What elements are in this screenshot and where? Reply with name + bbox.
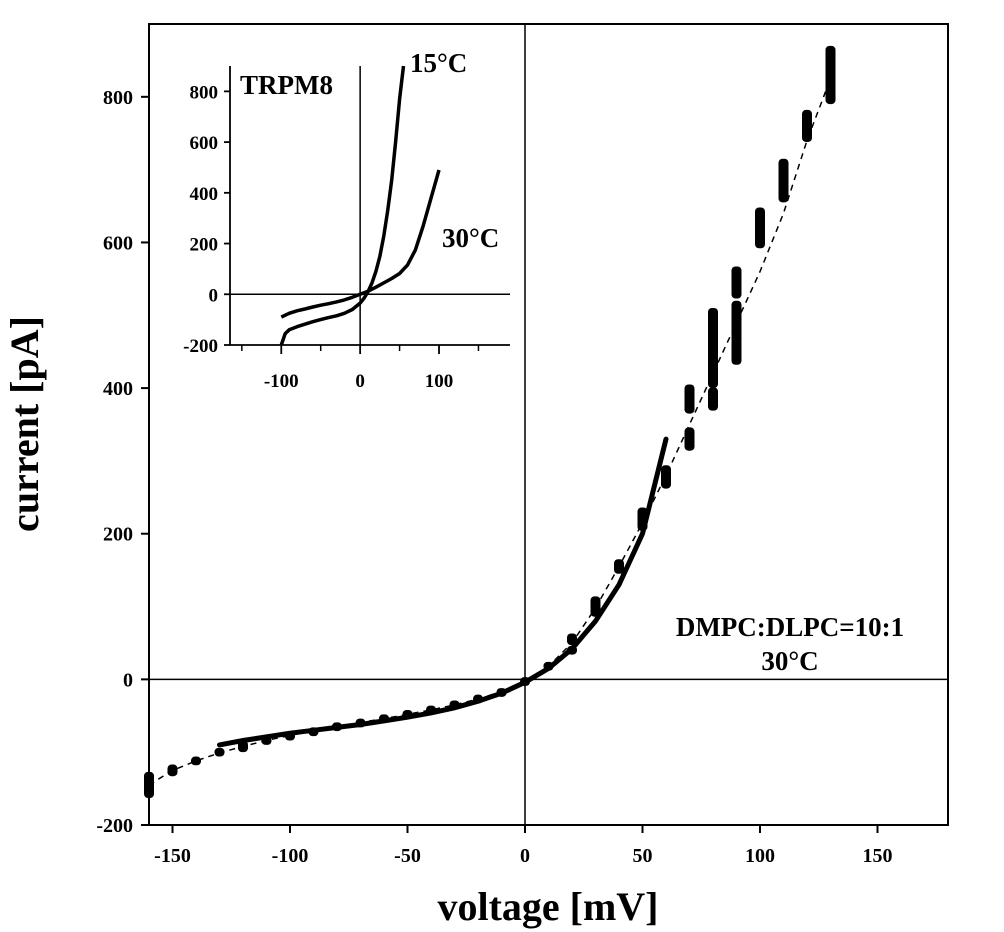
y-tick-label: 0: [123, 669, 133, 691]
data-point: [708, 307, 718, 389]
series-line-model: [217, 436, 669, 748]
data-point: [755, 207, 765, 249]
annotation-composition: DMPC:DLPC=10:1: [676, 612, 904, 642]
data-point: [684, 384, 695, 414]
data-point: [731, 266, 742, 299]
inset-y-tick-label: 200: [190, 235, 219, 256]
y-axis-title: current [pA]: [2, 316, 47, 532]
inset-y-tick-label: 600: [190, 133, 219, 154]
x-tick-label: -100: [272, 845, 309, 867]
inset-series-label-30c: 30°C: [442, 223, 499, 253]
inset-y-tick-label: 800: [190, 82, 219, 103]
x-tick-label: 150: [863, 845, 893, 867]
inset-series-line-30c: [280, 169, 441, 319]
data-point: [778, 158, 789, 203]
data-point: [731, 338, 742, 365]
x-tick-label: 100: [745, 845, 775, 867]
inset-x-tick-label: -100: [264, 371, 299, 392]
inset-x-tick-label: 100: [425, 371, 454, 392]
y-tick-label: -200: [96, 815, 133, 837]
inset-x-tick-label: 0: [355, 371, 365, 392]
inset-y-tick-label: -200: [183, 336, 218, 357]
main-chart: -150 -100 -50 0 50 100 150 -200 0 200 400 600 800: [96, 24, 948, 867]
data-point: [191, 756, 201, 766]
y-tick-label: 800: [103, 87, 133, 109]
y-tick-label: 400: [103, 378, 133, 400]
y-tick-label: 600: [103, 232, 133, 254]
data-point: [802, 109, 812, 142]
x-tick-label: 0: [520, 845, 530, 867]
inset-y-tick-label: 400: [190, 184, 219, 205]
x-tick-label: -150: [154, 845, 191, 867]
annotation-temperature: 30°C: [761, 646, 818, 676]
data-point: [708, 387, 718, 411]
inset-y-tick-label: 0: [209, 285, 219, 306]
data-point: [684, 427, 695, 451]
inset-title: TRPM8: [240, 70, 333, 100]
x-tick-label: -50: [394, 845, 421, 867]
y-tick-label: 200: [103, 524, 133, 546]
x-tick-label: 50: [633, 845, 653, 867]
data-point: [825, 45, 836, 105]
inset-chart: -100 0 100 -200 0 200 400 600 800: [183, 65, 510, 392]
x-axis-title: voltage [mV]: [437, 884, 658, 929]
main-plot-frame: [148, 23, 949, 826]
inset-series-label-15c: 15°C: [410, 48, 467, 78]
inset-series-line-15c: [279, 65, 406, 346]
